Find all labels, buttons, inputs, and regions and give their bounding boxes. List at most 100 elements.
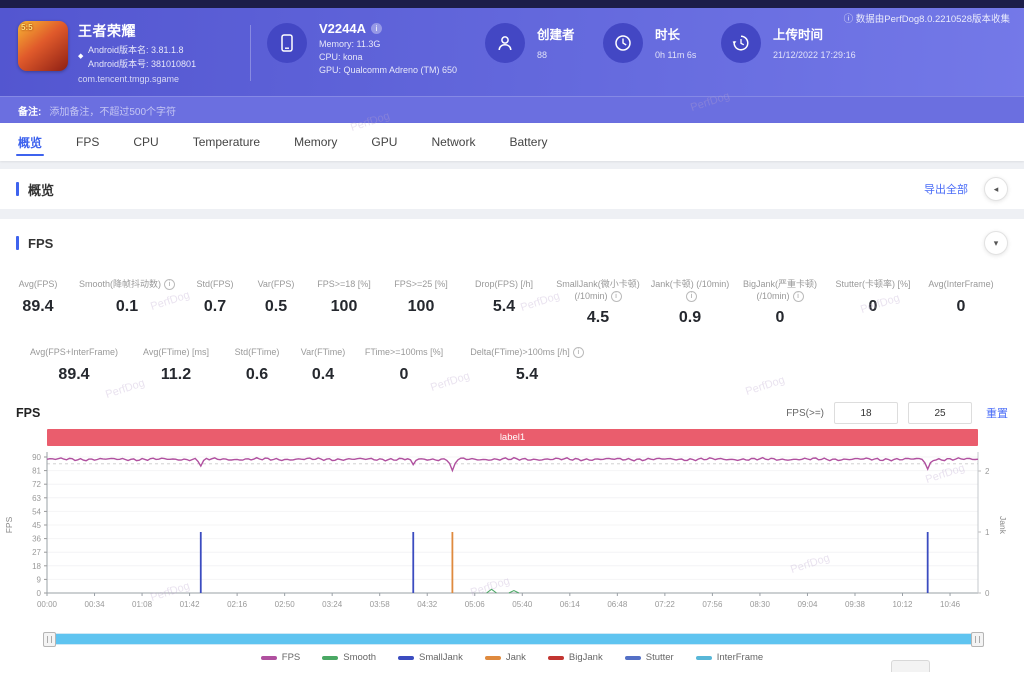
stat-avg-fps-interframe: Avg(FPS+InterFrame)89.4 — [20, 347, 128, 384]
stat-label: Jank(卡顿) (/10min)i — [648, 279, 732, 302]
stat-smooth: Smooth(降帧抖动数)i0.1 — [70, 279, 184, 327]
legend-item-fps[interactable]: FPS — [261, 652, 300, 663]
stat-fps-ge-25: FPS>=25 [%]100 — [382, 279, 460, 327]
stat-small-jank: SmallJank(微小卡顿) (/10min)i4.5 — [548, 279, 648, 327]
remark-bar[interactable]: 备注: 添加备注，不超过500个字符 — [0, 96, 1024, 123]
overview-collapse-button[interactable]: ◂ — [984, 177, 1008, 201]
svg-text:63: 63 — [32, 494, 41, 503]
tab-memory[interactable]: Memory — [292, 124, 339, 160]
svg-text:07:22: 07:22 — [655, 600, 676, 609]
legend-item-smooth[interactable]: Smooth — [322, 652, 376, 663]
annotation-band-label: label1 — [500, 432, 525, 443]
tab-temperature[interactable]: Temperature — [191, 124, 262, 160]
svg-text:0: 0 — [985, 589, 990, 598]
floating-panel[interactable] — [891, 660, 930, 672]
device-memory: Memory: 11.3G — [319, 39, 457, 49]
stat-value: 0 — [732, 309, 828, 327]
info-icon[interactable]: i — [611, 291, 622, 302]
fps-collapse-button[interactable]: ▾ — [984, 231, 1008, 255]
svg-text:08:30: 08:30 — [750, 600, 771, 609]
legend-item-bigjank[interactable]: BigJank — [548, 652, 603, 663]
device-info-block: V2244A i Memory: 11.3G CPU: kona GPU: Qu… — [267, 21, 485, 75]
stat-value: 0.4 — [290, 366, 356, 384]
stat-label: Avg(FTime) [ms] — [128, 347, 224, 359]
info-icon[interactable]: i — [573, 347, 584, 358]
stat-avg-interframe: Avg(InterFrame)0 — [918, 279, 1004, 327]
legend-item-stutter[interactable]: Stutter — [625, 652, 674, 663]
legend-marker — [398, 656, 414, 660]
fps-stats-row-1: Avg(FPS)89.4Smooth(降帧抖动数)i0.1Std(FPS)0.7… — [0, 255, 1024, 327]
duration-label: 时长 — [655, 24, 696, 43]
scrollbar-handle-left[interactable] — [43, 632, 56, 647]
stat-big-jank: BigJank(严重卡顿) (/10min)i0 — [732, 279, 828, 327]
info-icon[interactable]: i — [686, 291, 697, 302]
tab-network[interactable]: Network — [429, 124, 477, 160]
fps-chart-title: FPS — [16, 406, 40, 420]
android-version-name: Android版本名: 3.81.1.8 — [88, 44, 196, 58]
stat-value: 100 — [306, 298, 382, 316]
reset-button[interactable]: 重置 — [986, 405, 1008, 421]
duration-block: 时长 0h 11m 6s — [603, 21, 721, 63]
info-icon[interactable]: i — [793, 291, 804, 302]
stat-value: 0.5 — [246, 298, 306, 316]
chart-scrollbar[interactable] — [47, 633, 980, 645]
device-info-icon[interactable]: i — [371, 23, 382, 34]
fps-chart-area: 09182736455463728190012FPSJank00:0000:34… — [0, 447, 1024, 633]
phone-icon — [267, 23, 307, 63]
stat-value: 0 — [918, 298, 1004, 316]
stat-value: 100 — [382, 298, 460, 316]
stat-value: 0 — [356, 366, 452, 384]
stat-label: Var(FPS) — [246, 279, 306, 291]
stat-label: Std(FTime) — [224, 347, 290, 359]
overview-section-title: 概览 — [28, 180, 54, 199]
stat-value: 4.5 — [548, 309, 648, 327]
stat-avg-ftime: Avg(FTime) [ms]11.2 — [128, 347, 224, 384]
stat-var-ftime: Var(FTime)0.4 — [290, 347, 356, 384]
android-version-code: Android版本号: 381010801 — [88, 58, 196, 72]
stat-fps-ge-18: FPS>=18 [%]100 — [306, 279, 382, 327]
tab-cpu[interactable]: CPU — [131, 124, 160, 160]
svg-text:54: 54 — [32, 507, 41, 516]
fps-threshold-input-1[interactable] — [834, 402, 898, 424]
duration-value: 0h 11m 6s — [655, 50, 696, 60]
fps-threshold-input-2[interactable] — [908, 402, 972, 424]
stat-label: Smooth(降帧抖动数)i — [70, 279, 184, 291]
remark-placeholder: 添加备注，不超过500个字符 — [49, 103, 176, 118]
stat-value: 5.4 — [452, 366, 602, 384]
tab-fps[interactable]: FPS — [74, 124, 101, 160]
scrollbar-handle-right[interactable] — [971, 632, 984, 647]
legend-marker — [548, 656, 564, 660]
stat-label: Avg(FPS) — [6, 279, 70, 291]
creator-value: 88 — [537, 50, 575, 60]
svg-text:36: 36 — [32, 535, 41, 544]
tab-gpu[interactable]: GPU — [369, 124, 399, 160]
tab-overview[interactable]: 概览 — [16, 123, 44, 162]
svg-text:00:34: 00:34 — [85, 600, 106, 609]
stat-label: FTime>=100ms [%] — [356, 347, 452, 359]
collect-notice: ⓘ 数据由PerfDog8.0.2210528版本收集 — [844, 11, 1010, 25]
app-header: ⓘ 数据由PerfDog8.0.2210528版本收集 5:5 王者荣耀 ◆ A… — [0, 8, 1024, 96]
chart-legend: FPS Smooth SmallJank Jank BigJank Stutter Inte… — [0, 652, 1024, 663]
svg-text:FPS: FPS — [4, 516, 14, 533]
legend-label: BigJank — [569, 652, 603, 663]
svg-text:02:50: 02:50 — [275, 600, 296, 609]
stat-stutter: Stutter(卡顿率) [%]0 — [828, 279, 918, 327]
legend-item-smalljank[interactable]: SmallJank — [398, 652, 463, 663]
tab-battery[interactable]: Battery — [507, 124, 549, 160]
svg-text:07:56: 07:56 — [702, 600, 723, 609]
history-clock-icon — [721, 23, 761, 63]
stat-ftime-ge-100ms: FTime>=100ms [%] 0 — [356, 347, 452, 384]
fps-threshold-label: FPS(>=) — [786, 408, 824, 419]
legend-item-jank[interactable]: Jank — [485, 652, 526, 663]
annotation-band[interactable]: label1 — [47, 429, 978, 446]
creator-block: 创建者 88 — [485, 21, 603, 63]
fps-line-chart[interactable]: 09182736455463728190012FPSJank00:0000:34… — [0, 447, 1010, 633]
legend-item-interframe[interactable]: InterFrame — [696, 652, 763, 663]
stat-std-ftime: Std(FTime)0.6 — [224, 347, 290, 384]
legend-marker — [625, 656, 641, 660]
stat-std-fps: Std(FPS)0.7 — [184, 279, 246, 327]
stat-label: Delta(FTime)>100ms [/h]i — [452, 347, 602, 359]
svg-text:90: 90 — [32, 453, 41, 462]
info-icon[interactable]: i — [164, 279, 175, 290]
export-all-button[interactable]: 导出全部 — [924, 181, 968, 197]
